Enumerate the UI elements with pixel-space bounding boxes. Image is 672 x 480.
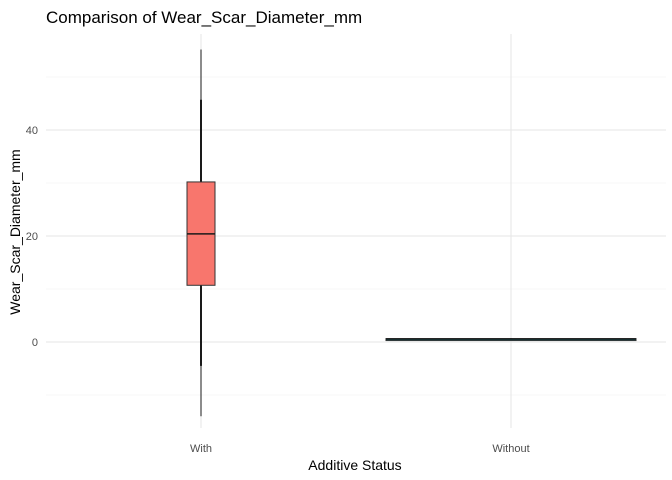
- y-tick-label: 20: [26, 231, 38, 243]
- x-axis-ticks: With Without: [190, 443, 530, 455]
- y-axis-title: Wear_Scar_Diameter_mm: [7, 149, 23, 314]
- x-tick-label: With: [190, 443, 212, 455]
- x-tick-label: Without: [492, 443, 529, 455]
- x-axis-title: Additive Status: [308, 457, 401, 473]
- boxplot-with: [186, 49, 216, 417]
- y-axis-ticks: 0 20 40: [26, 125, 38, 349]
- grid: [46, 34, 666, 428]
- boxplots: [186, 49, 637, 417]
- y-tick-label: 40: [26, 125, 38, 137]
- y-tick-label: 0: [32, 337, 38, 349]
- boxplot-without: [385, 338, 637, 342]
- chart-title: Comparison of Wear_Scar_Diameter_mm: [46, 8, 362, 27]
